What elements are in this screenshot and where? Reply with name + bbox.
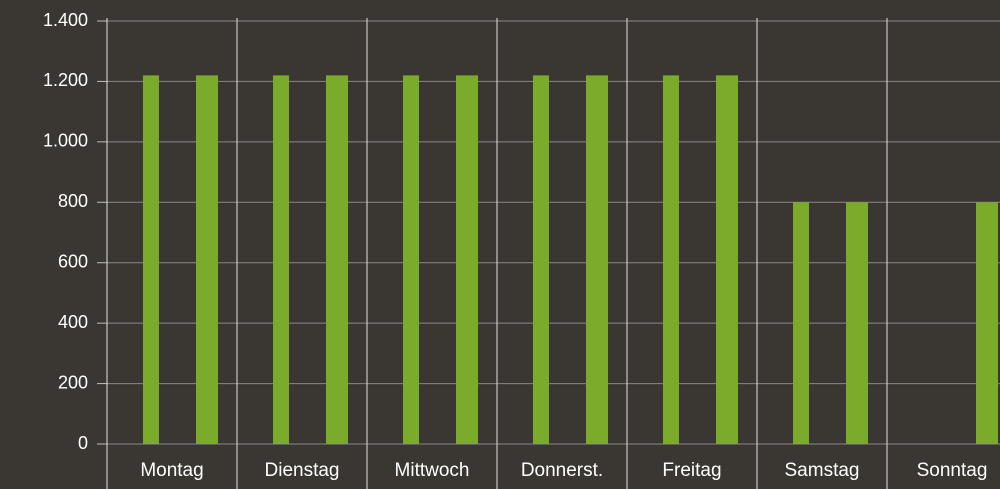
bar: [716, 75, 738, 444]
bar: [456, 75, 478, 444]
bar: [143, 75, 159, 444]
y-tick-label: 200: [58, 372, 88, 392]
y-tick-label: 600: [58, 251, 88, 271]
x-tick-label: Dienstag: [265, 460, 340, 481]
x-tick-label: Sonntag: [917, 460, 988, 481]
bar: [586, 75, 608, 444]
y-tick-label: 400: [58, 312, 88, 332]
bar: [403, 75, 419, 444]
y-tick-label: 1.400: [43, 10, 88, 30]
y-tick-label: 0: [78, 433, 88, 453]
x-tick-label: Montag: [140, 460, 203, 481]
x-tick-label: Samstag: [785, 460, 860, 481]
bar: [326, 75, 348, 444]
x-tick-label: Freitag: [662, 460, 721, 481]
bar: [196, 75, 218, 444]
y-tick-label: 1.000: [43, 131, 88, 151]
bar: [846, 202, 868, 444]
y-tick-label: 1.200: [43, 70, 88, 90]
x-tick-label: Mittwoch: [395, 460, 470, 481]
x-tick-label: Donnerst.: [521, 460, 603, 481]
bar: [793, 202, 809, 444]
y-tick-label: 800: [58, 191, 88, 211]
bar: [976, 202, 998, 444]
bar: [663, 75, 679, 444]
bar: [273, 75, 289, 444]
bar: [533, 75, 549, 444]
